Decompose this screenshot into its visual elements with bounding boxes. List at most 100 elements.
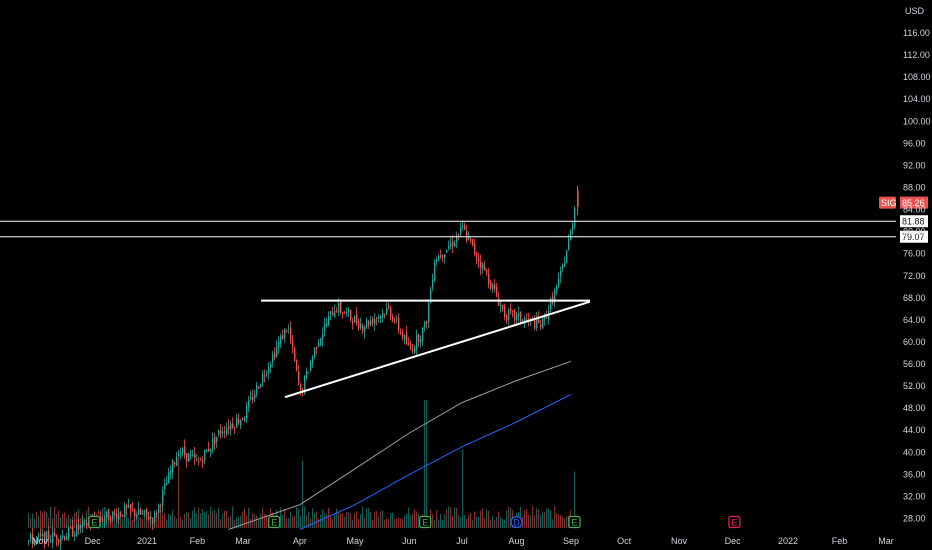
event-marker[interactable]: E xyxy=(88,515,101,529)
last-price-text: 85.26 xyxy=(902,198,925,208)
volume-bar xyxy=(374,511,376,528)
candle xyxy=(536,311,538,331)
volume-bar xyxy=(462,449,464,528)
rising-support-trendline[interactable] xyxy=(284,300,591,399)
volume-bar xyxy=(314,512,316,528)
candle xyxy=(264,369,266,383)
volume-bar xyxy=(212,510,214,528)
volume-bar xyxy=(416,511,418,528)
candle xyxy=(286,329,288,333)
volume-bar xyxy=(184,513,186,528)
volume-bar xyxy=(494,519,496,528)
x-tick-label: May xyxy=(346,536,364,546)
candle xyxy=(490,279,492,291)
horizontal-price-lines[interactable]: 81.88 79.07 SIG 85.26 xyxy=(0,196,928,243)
candle xyxy=(30,531,32,543)
candle xyxy=(150,510,152,526)
candle xyxy=(346,307,348,317)
candle xyxy=(236,413,238,428)
volume-bar xyxy=(320,514,322,528)
volume-bar xyxy=(216,512,218,528)
volume-bar xyxy=(434,519,436,528)
candle xyxy=(362,323,364,335)
event-marker[interactable]: E xyxy=(268,515,281,529)
volume-bar xyxy=(492,515,494,528)
candle xyxy=(232,417,234,430)
volume-bar xyxy=(306,515,308,528)
volume-bar xyxy=(474,511,476,528)
y-tick-label: 96.00 xyxy=(903,138,926,148)
candle xyxy=(258,385,260,389)
volume-bar xyxy=(506,510,508,528)
candle xyxy=(454,240,456,247)
volume-bar xyxy=(564,517,566,528)
currency-label[interactable]: USD xyxy=(902,4,928,18)
volume-bar xyxy=(208,513,210,528)
candle xyxy=(248,396,250,413)
volume-bar xyxy=(440,513,442,528)
candle xyxy=(200,457,202,461)
candle xyxy=(114,508,116,517)
volume-bar xyxy=(502,518,504,528)
candle xyxy=(168,467,170,484)
volume-bar xyxy=(120,511,122,528)
candle xyxy=(136,513,138,520)
candle xyxy=(64,535,66,541)
candle xyxy=(438,254,440,261)
volume-bar xyxy=(158,517,160,528)
candle xyxy=(540,320,542,330)
candle xyxy=(354,315,356,323)
volume-bar xyxy=(128,518,130,528)
price-line-label: 81.88 xyxy=(900,215,928,228)
candle xyxy=(480,254,482,275)
volume-bar xyxy=(370,512,372,528)
candle xyxy=(296,359,298,372)
volume-bar xyxy=(204,512,206,528)
candle xyxy=(324,317,326,337)
volume-bar xyxy=(140,517,142,528)
candle xyxy=(228,419,230,435)
candle xyxy=(312,354,314,368)
candle xyxy=(392,313,394,323)
candle xyxy=(316,346,318,355)
volume-bar xyxy=(542,512,544,528)
candle xyxy=(208,441,210,453)
event-marker[interactable]: E xyxy=(419,515,432,529)
event-marker[interactable]: E xyxy=(568,515,581,529)
price-axis[interactable]: 28.00 32.00 36.00 40.00 44.00 48.00 52.00 56.00… xyxy=(903,28,931,524)
volume-bar xyxy=(66,517,68,528)
volume-bar xyxy=(34,518,36,528)
candle xyxy=(290,321,292,345)
candle xyxy=(492,281,494,294)
trendlines[interactable] xyxy=(261,299,591,399)
candle xyxy=(274,347,276,361)
volume-bar xyxy=(254,514,256,528)
volume-bar xyxy=(156,508,158,528)
volume-bar xyxy=(346,512,348,528)
volume-bar xyxy=(282,514,284,528)
volume-bar xyxy=(368,508,370,528)
candle xyxy=(48,525,50,547)
volume-bar xyxy=(38,516,40,528)
event-marker[interactable]: D xyxy=(510,515,523,529)
candle xyxy=(242,417,244,421)
candle xyxy=(484,261,486,271)
volume-bar xyxy=(530,515,532,528)
volume-bar xyxy=(284,508,286,528)
volume-bar xyxy=(130,507,132,528)
time-axis[interactable]: Nov Dec 2021 Feb Mar Apr May Jun Jul Aug Sep Oct Nov… xyxy=(32,536,894,546)
candle xyxy=(116,508,118,523)
candle xyxy=(388,302,390,310)
event-marker[interactable]: E xyxy=(728,515,741,529)
volume-bar xyxy=(332,519,334,528)
candle xyxy=(164,478,166,495)
candle xyxy=(160,503,162,513)
candle xyxy=(272,350,274,368)
candle xyxy=(394,317,396,324)
volume-bar xyxy=(404,515,406,528)
volume-bar xyxy=(62,513,64,528)
volume-bar xyxy=(234,519,236,528)
volume-bar xyxy=(552,519,554,528)
